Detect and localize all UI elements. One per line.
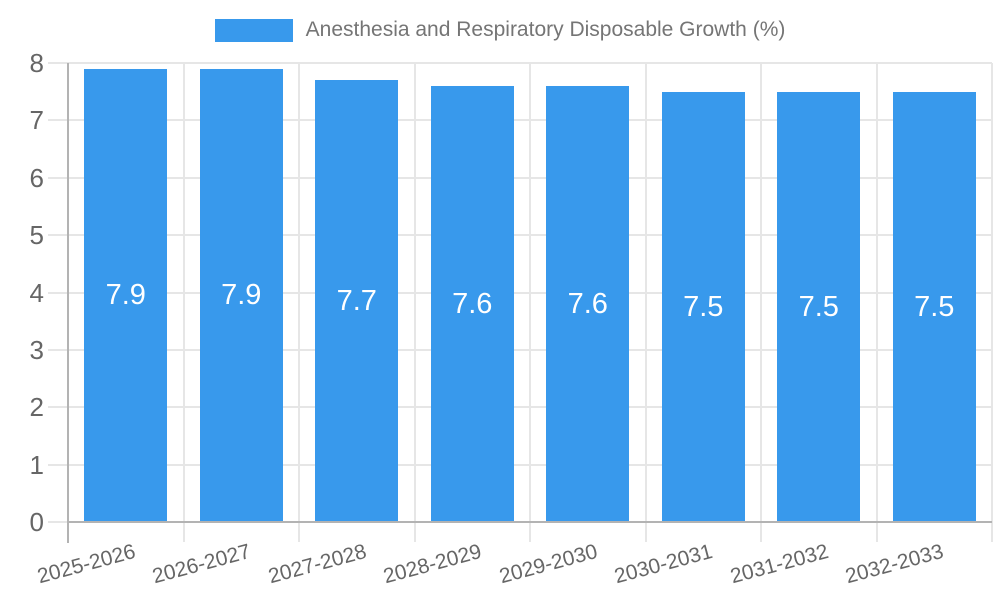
gridline-y-7 [48, 119, 992, 122]
y-tick-label-4: 4 [29, 277, 44, 308]
y-tick-label-0: 0 [29, 507, 44, 537]
legend-label: Anesthesia and Respiratory Disposable Gr… [305, 18, 786, 41]
gridline-y-1 [48, 463, 992, 466]
bar-2028-2029[interactable]: 7.6 [430, 85, 514, 522]
gridline-y-6 [48, 176, 992, 179]
bar-2029-2030[interactable]: 7.6 [546, 85, 630, 522]
y-tick-label-6: 6 [29, 162, 44, 193]
legend-swatch-icon [214, 18, 293, 42]
gridline-x-7 [875, 63, 878, 542]
plot-area: 0 1 2 3 4 5 6 7 8 7.9 7.9 7.7 7.6 7.6 7.5 7.5 7.5 2025-20… [30, 48, 993, 588]
bar-2027-2028[interactable]: 7.7 [315, 80, 399, 522]
gridline-x-2 [298, 63, 300, 542]
bar-value-label-2031-2032: 7.5 [798, 290, 839, 323]
gridline-x-1 [182, 63, 185, 542]
y-tick-label-3: 3 [29, 334, 44, 365]
bar-2032-2033[interactable]: 7.5 [892, 91, 976, 522]
gridline-x-3 [413, 63, 416, 542]
chart-legend[interactable]: Anesthesia and Respiratory Disposable Gr… [0, 16, 1000, 44]
bar-2025-2026[interactable]: 7.9 [84, 68, 168, 522]
bar-value-label-2029-2030: 7.6 [567, 287, 608, 320]
gridline-y-3 [48, 348, 992, 351]
gridline-x-8 [991, 63, 993, 542]
gridline-x-4 [529, 63, 531, 542]
gridline-y-4 [48, 291, 992, 294]
bar-2026-2027[interactable]: 7.9 [199, 68, 283, 522]
bar-value-label-2027-2028: 7.7 [336, 285, 377, 318]
bar-2031-2032[interactable]: 7.5 [777, 91, 861, 522]
gridline-y-5 [48, 234, 992, 237]
gridline-y-8 [48, 62, 992, 64]
y-tick-label-5: 5 [29, 220, 44, 251]
bar-value-label-2030-2031: 7.5 [683, 290, 724, 323]
gridline-x-5 [644, 63, 647, 542]
y-tick-label-7: 7 [29, 105, 44, 136]
y-axis-line [67, 63, 69, 543]
y-tick-label-2: 2 [29, 392, 44, 423]
bar-value-label-2032-2033: 7.5 [914, 290, 955, 323]
bar-value-label-2026-2027: 7.9 [221, 279, 262, 312]
x-axis-line [68, 521, 992, 523]
y-tick-label-1: 1 [29, 449, 44, 480]
gridline-y-2 [48, 406, 992, 409]
bar-2030-2031[interactable]: 7.5 [661, 91, 745, 522]
gridline-x-6 [760, 63, 762, 542]
bar-value-label-2025-2026: 7.9 [105, 279, 146, 312]
y-tick-label-8: 8 [29, 48, 44, 78]
bar-value-label-2028-2029: 7.6 [452, 287, 493, 320]
